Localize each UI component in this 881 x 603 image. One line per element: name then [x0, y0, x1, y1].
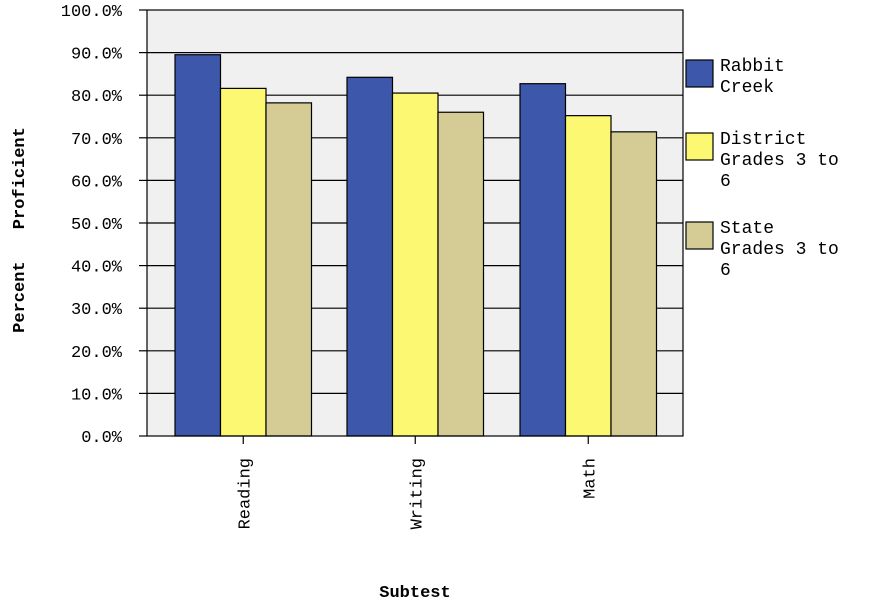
y-tick-label: 70.0% [71, 131, 123, 150]
y-tick-label: 30.0% [71, 301, 123, 320]
legend-label-3-line-1: State [720, 219, 774, 239]
y-tick-label: 20.0% [71, 344, 123, 363]
y-axis-title: Percent Proficient [11, 127, 30, 333]
y-tick-label: 50.0% [71, 216, 123, 235]
bar-math-series-3 [610, 131, 658, 437]
y-tick-label: 90.0% [71, 46, 123, 65]
y-tick-label: 10.0% [71, 386, 123, 405]
y-tick-label: 100.0% [61, 3, 123, 22]
bar-math-series-1 [519, 83, 567, 437]
x-axis-title: Subtest [379, 584, 450, 603]
y-tick-label: 60.0% [71, 173, 123, 192]
y-tick-label: 80.0% [71, 88, 123, 107]
y-axis-title-word: Proficient [11, 127, 30, 239]
y-axis: 0.0% 10.0% 20.0% 30.0% 40.0% 50.0% 60.0% 70.0% 8… [61, 3, 147, 448]
legend-label-3-line-3: 6 [720, 261, 731, 281]
bar-writing-series-1 [346, 76, 394, 437]
bar-math-series-2 [564, 115, 612, 437]
legend-swatch-3 [685, 221, 714, 250]
bar-reading-series-2 [219, 87, 267, 437]
legend-swatch-2 [685, 132, 714, 161]
legend-swatch-1 [685, 59, 714, 88]
y-tick-label: 40.0% [71, 259, 123, 278]
legend-label-3-line-2: Grades 3 to [720, 240, 839, 260]
legend-label-2-line-3: 6 [720, 172, 731, 192]
x-axis: Reading Writing Math [236, 436, 600, 529]
bar-reading-series-3 [265, 102, 313, 437]
bar-writing-series-3 [437, 111, 485, 437]
legend-label-1-line-1: Rabbit [720, 57, 785, 77]
bar-writing-series-2 [391, 92, 439, 437]
legend-label-2-line-2: Grades 3 to [720, 151, 839, 171]
y-axis-title-word: Percent [11, 261, 30, 332]
legend-label-2-line-1: District [720, 130, 806, 150]
bars [174, 54, 658, 437]
bar-reading-series-1 [174, 54, 222, 437]
x-tick-label-writing: Writing [408, 458, 427, 529]
y-tick-label: 0.0% [81, 429, 123, 448]
x-tick-label-reading: Reading [236, 458, 255, 529]
legend-label-1-line-2: Creek [720, 78, 774, 98]
x-tick-label-math: Math [581, 458, 600, 499]
